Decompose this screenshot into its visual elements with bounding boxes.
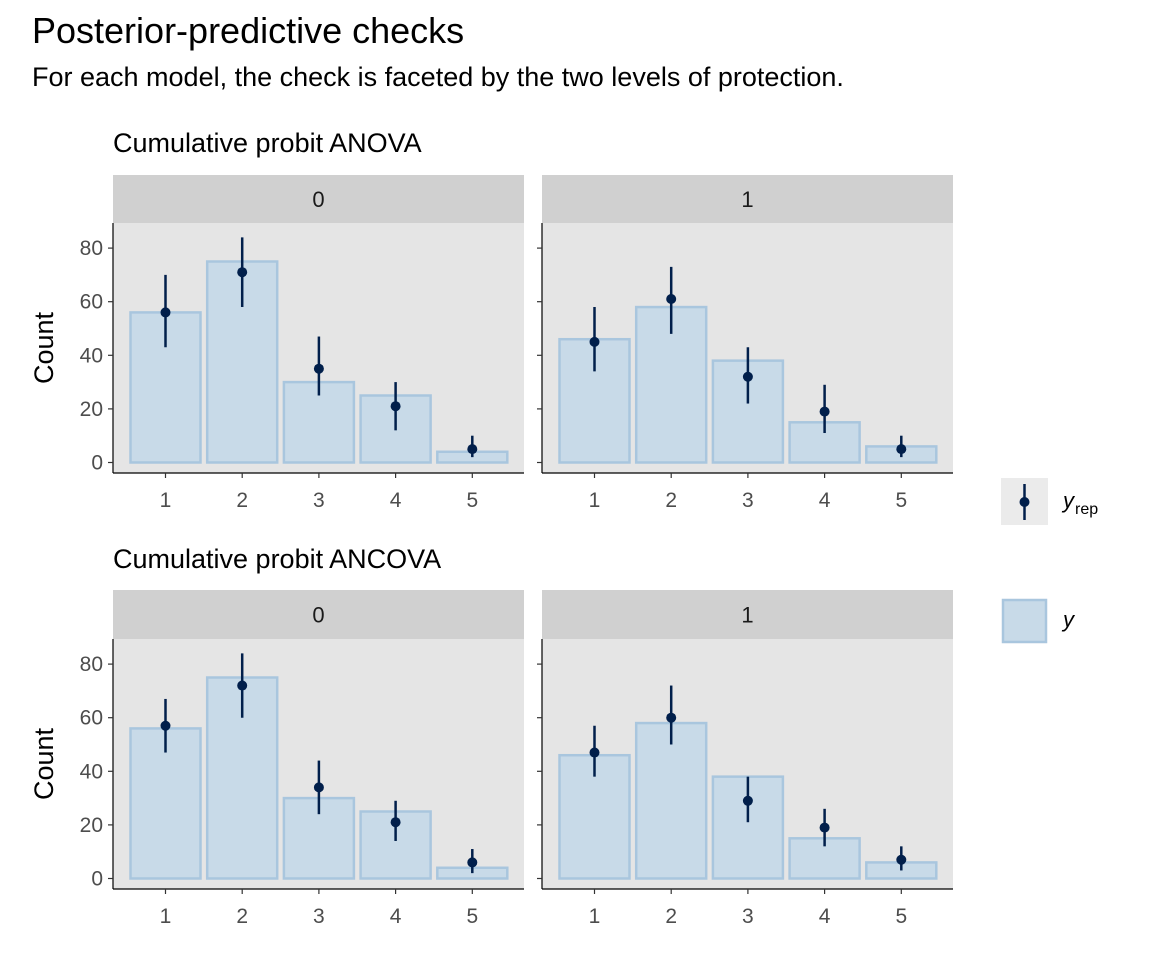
x-tick-label: 2: [236, 489, 248, 512]
legend-yrep-label: yrep: [1061, 488, 1098, 518]
x-tick-label: 3: [313, 905, 325, 928]
observed-bar: [129, 727, 202, 880]
facet-strip-label: 0: [312, 603, 324, 628]
y-tick-label: 20: [80, 398, 103, 421]
facet-panel: 1 1 2 3 4 5: [537, 175, 953, 512]
x-tick-label: 2: [236, 905, 248, 928]
x-tick-label: 4: [390, 489, 402, 512]
x-tick-label: 5: [466, 489, 478, 512]
y-tick-label: 80: [80, 237, 103, 260]
x-tick-label: 2: [665, 905, 677, 928]
facet-strip: [113, 175, 524, 223]
yrep-point: [589, 747, 600, 758]
yrep-point: [160, 307, 171, 318]
facet-strip-label: 1: [741, 187, 753, 212]
x-tick-label: 5: [466, 905, 478, 928]
yrep-point: [819, 406, 830, 417]
yrep-point: [160, 720, 171, 731]
x-tick-label: 1: [160, 489, 172, 512]
page-subtitle: For each model, the check is faceted by …: [32, 62, 844, 92]
chart-group: Cumulative probit ANCOVA Count 0 0 20 40 60 80 1…: [29, 544, 953, 928]
chart-title: Cumulative probit ANCOVA: [113, 544, 441, 574]
yrep-point: [666, 294, 677, 305]
yrep-point: [313, 782, 324, 793]
y-tick-label: 20: [80, 814, 103, 837]
yrep-point: [390, 817, 401, 828]
facet-panel: 1 1 2 3 4 5: [537, 590, 953, 928]
yrep-point: [819, 822, 830, 833]
yrep-point: [742, 371, 753, 382]
observed-bar: [711, 359, 785, 464]
x-tick-label: 4: [819, 905, 831, 928]
facet-strip-label: 1: [741, 603, 753, 628]
facet-strip: [542, 175, 953, 223]
x-tick-label: 3: [742, 905, 754, 928]
x-tick-label: 3: [313, 489, 325, 512]
x-tick-label: 4: [390, 905, 402, 928]
y-tick-label: 40: [80, 760, 103, 783]
y-axis-label: Count: [29, 727, 59, 800]
x-tick-label: 2: [665, 489, 677, 512]
facet-strip: [542, 590, 953, 639]
y-tick-label: 0: [91, 868, 103, 891]
y-axis-label: Count: [29, 311, 59, 384]
legend-y-swatch: [1001, 598, 1048, 644]
facet-strip: [113, 590, 524, 639]
page-title: Posterior-predictive checks: [32, 10, 465, 51]
yrep-point: [313, 363, 324, 374]
yrep-point: [237, 680, 248, 691]
yrep-point: [390, 401, 401, 412]
x-tick-label: 5: [895, 905, 907, 928]
y-tick-label: 0: [91, 452, 103, 475]
legend-y-label: y: [1061, 607, 1076, 632]
x-tick-label: 4: [819, 489, 831, 512]
facet-panel: 0 0 20 40 60 80 1 2 3 4 5: [80, 175, 524, 512]
observed-bar: [634, 721, 708, 880]
yrep-point: [666, 712, 677, 723]
facet-strip-label: 0: [312, 187, 324, 212]
y-tick-label: 40: [80, 344, 103, 367]
y-tick-label: 60: [80, 707, 103, 730]
x-tick-label: 5: [895, 489, 907, 512]
yrep-point: [742, 795, 753, 806]
yrep-point: [467, 857, 478, 868]
yrep-point: [467, 444, 478, 455]
chart-group: Cumulative probit ANOVA Count 0 0 20 40 60 80 1 2…: [29, 128, 953, 512]
yrep-point: [896, 444, 907, 455]
x-tick-label: 1: [160, 905, 172, 928]
yrep-point: [896, 854, 907, 865]
x-tick-label: 1: [589, 489, 601, 512]
legend-yrep-point: [1019, 497, 1030, 507]
facet-panel: 0 0 20 40 60 80 1 2 3 4 5: [80, 590, 524, 928]
yrep-point: [589, 336, 600, 347]
y-tick-label: 80: [80, 653, 103, 676]
legend: yrep y: [1001, 478, 1098, 644]
yrep-point: [237, 267, 248, 278]
x-tick-label: 3: [742, 489, 754, 512]
chart-title: Cumulative probit ANOVA: [113, 128, 422, 158]
y-tick-label: 60: [80, 291, 103, 314]
x-tick-label: 1: [589, 905, 601, 928]
